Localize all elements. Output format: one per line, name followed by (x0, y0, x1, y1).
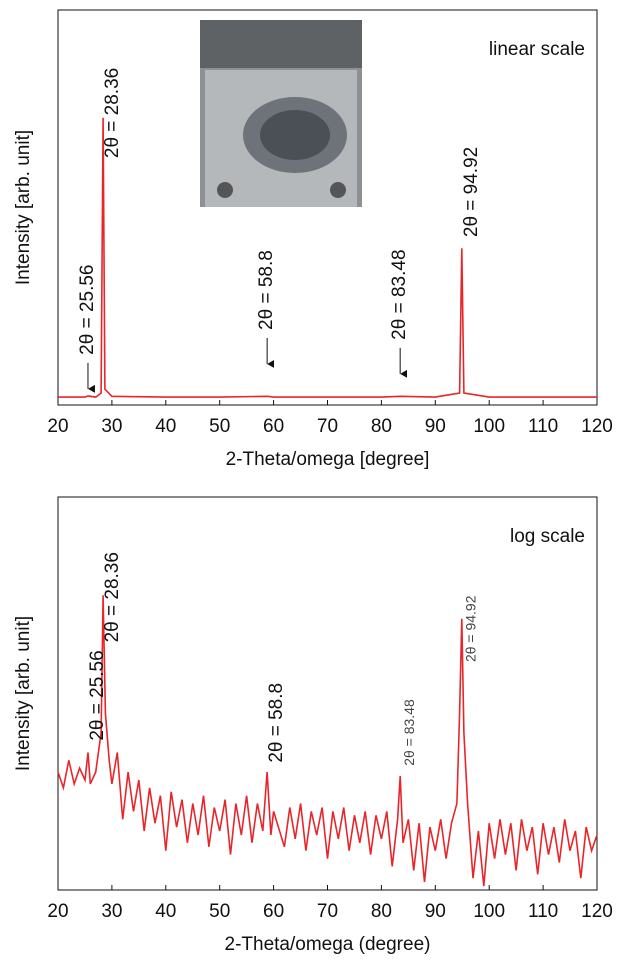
peak-annotation: 2θ = 58.8 (266, 683, 287, 763)
x-axis-label: 2-Theta/omega (degree) (225, 934, 431, 955)
x-tick-label: 60 (263, 416, 284, 437)
y-axis-label: Intensity [arb. unit] (13, 616, 34, 771)
x-tick-label: 30 (101, 901, 122, 922)
x-tick-label: 20 (47, 416, 68, 437)
peak-annotation: 2θ = 25.56 (87, 650, 108, 740)
peak-annotation: 2θ = 28.36 (102, 68, 123, 158)
x-tick-label: 80 (371, 901, 392, 922)
x-tick-label: 120 (581, 901, 613, 922)
x-tick-label: 50 (209, 901, 230, 922)
x-tick-label: 110 (528, 416, 558, 437)
x-tick-label: 90 (425, 416, 446, 437)
x-tick-label: 80 (371, 416, 392, 437)
x-tick-label: 100 (473, 901, 505, 922)
inset-photo (200, 20, 362, 207)
panel-note: log scale (510, 526, 585, 547)
x-tick-label: 70 (317, 416, 338, 437)
data-line (57, 595, 598, 887)
peak-annotation: 2θ = 25.56 (77, 264, 98, 354)
x-tick-label: 70 (317, 901, 338, 922)
x-tick-label: 120 (581, 416, 613, 437)
x-tick-label: 40 (155, 416, 176, 437)
peak-annotation: 2θ = 58.8 (256, 250, 277, 330)
panel-note: linear scale (489, 39, 585, 60)
panel: 20 30 40 50 60 70 80 90 100 110 120 2-Theta/omega [… (13, 9, 613, 470)
peak-annotation: 2θ = 83.48 (389, 249, 410, 339)
x-tick-label: 100 (473, 416, 505, 437)
x-tick-label: 60 (263, 901, 284, 922)
panel: 20 30 40 50 60 70 80 90 100 110 120 2-Theta/omega (… (13, 496, 613, 955)
plot-frame (57, 496, 598, 891)
x-tick-label: 110 (528, 901, 558, 922)
x-tick-label: 20 (47, 901, 68, 922)
y-axis-label: Intensity [arb. unit] (13, 130, 34, 285)
data-line (58, 117, 597, 398)
peak-annotation: 2θ = 94.92 (463, 595, 479, 662)
x-tick-label: 50 (209, 416, 230, 437)
x-tick-label: 90 (425, 901, 446, 922)
peak-annotation: 2θ = 94.92 (461, 147, 482, 237)
peak-annotation: 2θ = 83.48 (401, 699, 417, 766)
x-tick-label: 40 (155, 901, 176, 922)
x-tick-label: 30 (101, 416, 122, 437)
x-axis-label: 2-Theta/omega [degree] (226, 449, 430, 470)
peak-annotation: 2θ = 28.36 (102, 552, 123, 642)
